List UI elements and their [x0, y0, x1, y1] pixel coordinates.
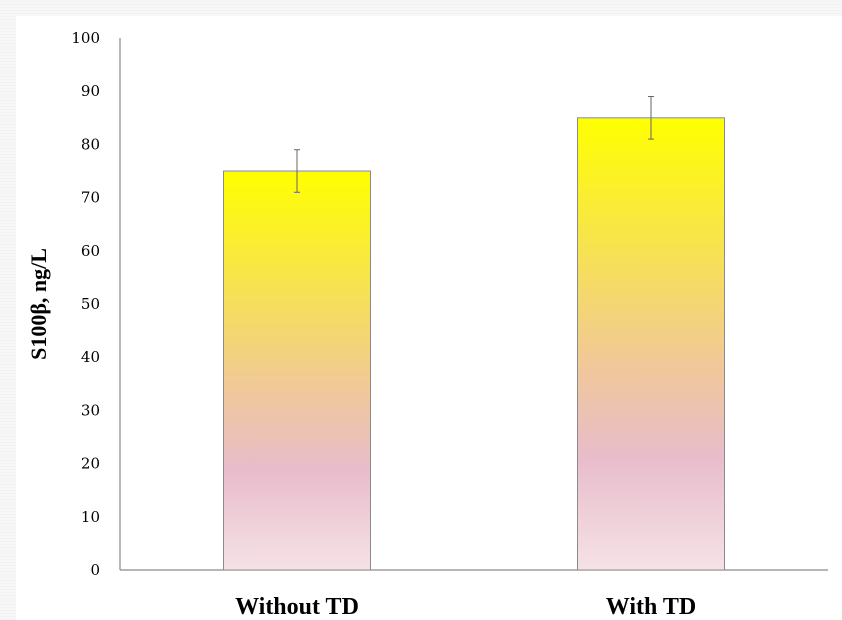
y-tick-label: 80	[81, 135, 100, 153]
bars	[223, 96, 725, 571]
y-tick-label: 90	[81, 82, 100, 100]
y-tick-label: 20	[81, 455, 100, 473]
bar	[577, 117, 725, 571]
y-tick-label: 30	[81, 401, 100, 419]
error-bar	[294, 149, 300, 193]
y-tick-label: 70	[81, 189, 100, 207]
y-tick-label: 0	[90, 561, 100, 579]
x-axis-category-labels: Without TD With TD	[235, 594, 696, 620]
y-tick-label: 50	[81, 295, 100, 313]
bar	[223, 170, 371, 571]
y-tick-label: 40	[81, 348, 100, 366]
y-tick-label: 10	[81, 508, 100, 526]
y-tick-label: 100	[71, 29, 100, 47]
x-category-label: Without TD	[235, 594, 359, 620]
y-tick-label: 60	[81, 242, 100, 260]
error-bar	[648, 96, 654, 140]
y-axis-title: S100β, ng/L	[26, 248, 51, 360]
x-category-label: With TD	[606, 594, 696, 620]
y-axis-ticks: 0 10 20 30 40 50 60 70 80 90 100	[71, 29, 100, 579]
